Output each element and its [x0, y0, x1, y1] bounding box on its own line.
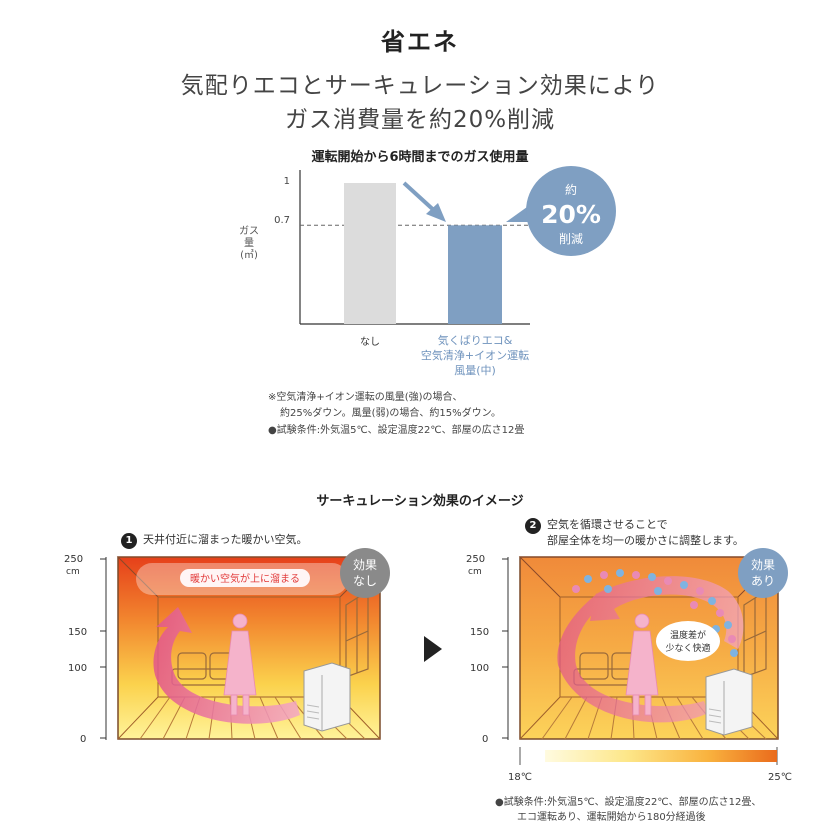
scale-min-label: 18℃	[508, 772, 532, 783]
warm-air-banner	[180, 569, 310, 587]
x-tick-label-eco: 空気清浄+イオン運転	[421, 348, 529, 362]
ion-particles	[572, 569, 738, 657]
axis-top-label: 250	[466, 554, 485, 565]
effect-badge-text: 効果	[751, 557, 775, 572]
step-number-2: 2	[525, 518, 541, 534]
axis-tick-label: 150	[68, 627, 87, 638]
axis-tick-label: 0	[80, 734, 86, 745]
circulation-arrow-icon	[557, 576, 744, 723]
axis-tick-label: 100	[470, 663, 489, 674]
badge-value: 20%	[541, 200, 601, 229]
reduction-badge	[526, 166, 616, 256]
heater-icon	[705, 668, 753, 736]
axis-tick-label: 0	[482, 734, 488, 745]
warm-air-banner-text: 暖かい空気が上に溜まる	[190, 572, 300, 585]
y-tick-label: 1	[284, 176, 290, 187]
room-illustration-no-effect: 250 cm 150 100 0 暖かい空気が上に溜まる 効果 なし	[64, 548, 390, 745]
x-tick-label-eco: 気くばりエコ&	[438, 333, 513, 347]
note-line: 約25%ダウン。風量(弱)の場合、約15%ダウン。	[280, 408, 502, 419]
x-tick-label-eco: 風量(中)	[454, 364, 496, 377]
headline-line-2: ガス消費量を約20%削減	[284, 107, 556, 133]
temperature-scale: 18℃ 25℃	[508, 747, 792, 783]
effect-badge-text: 効果	[353, 557, 377, 572]
comfort-bubble	[656, 621, 720, 661]
footnote-line: エコ運転あり、運転開始から180分経過後	[517, 812, 706, 823]
effect-badge-yes	[738, 548, 788, 598]
axis-tick-label: 150	[470, 627, 489, 638]
y-tick-label: 0.7	[274, 215, 290, 226]
floor-edge	[117, 696, 159, 740]
chart-title: 運転開始から6時間までのガス使用量	[311, 150, 529, 165]
temperature-gradient-bar	[545, 750, 777, 762]
axis-unit: cm	[66, 567, 80, 577]
step-number-1: 1	[121, 533, 137, 549]
effect-badge-none	[340, 548, 390, 598]
next-arrow-icon	[424, 636, 442, 662]
badge-bottom-text: 削減	[559, 231, 583, 246]
panel2-caption-line: 部屋全体を均一の暖かさに調整します。	[547, 534, 744, 547]
note-line: ●試験条件:外気温5℃、設定温度22℃、部屋の広さ12畳	[268, 425, 525, 436]
section-title: サーキュレーション効果のイメージ	[316, 494, 524, 509]
y-axis-unit: (㎥)	[240, 250, 258, 261]
axis-tick-label: 100	[68, 663, 87, 674]
footnote-line: ●試験条件:外気温5℃、設定温度22℃、部屋の広さ12畳、	[495, 797, 762, 808]
airflow-arrow-icon	[153, 607, 300, 724]
scale-max-label: 25℃	[768, 772, 792, 783]
effect-badge-text: なし	[353, 574, 377, 588]
axis-top-label: 250	[64, 554, 83, 565]
y-axis-label: ガス量 (㎥)	[238, 226, 260, 262]
bar-eco	[448, 225, 502, 324]
comfort-bubble-text: 温度差が	[670, 629, 706, 641]
comfort-bubble-text: 少なく快適	[665, 642, 710, 654]
axis-unit: cm	[468, 567, 482, 577]
headline-line-1: 気配りエコとサーキュレーション効果により	[180, 73, 660, 99]
gas-chart: 1 0.7 約 20% 削減 なし 気くばりエコ& 空気清浄+イオン運転 風量(…	[274, 166, 616, 377]
page-title: 省エネ	[381, 28, 459, 56]
badge-top-text: 約	[565, 182, 577, 197]
person-icon	[223, 613, 257, 716]
person-icon	[625, 613, 659, 716]
panel1-caption-text: 天井付近に溜まった暖かい空気。	[143, 533, 308, 546]
room-illustration-with-effect: 250 cm 150 100 0 温度差が 少なく快適 効果 あり	[466, 548, 788, 745]
x-tick-label-none: なし	[360, 336, 380, 348]
panel1-caption: 1 天井付近に溜まった暖かい空気。	[121, 531, 308, 549]
reduction-arrow-head	[426, 203, 446, 222]
bar-none	[344, 183, 396, 324]
note-line: ※空気清浄+イオン運転の風量(強)の場合、	[268, 392, 463, 403]
panel2-caption: 2 空気を循環させることで	[525, 516, 668, 534]
heater-icon	[303, 662, 351, 732]
y-axis-label-line: ガス量	[239, 226, 259, 249]
effect-badge-text: あり	[751, 574, 775, 588]
panel2-caption-line: 空気を循環させることで	[547, 518, 668, 531]
floor-edge	[519, 696, 561, 740]
